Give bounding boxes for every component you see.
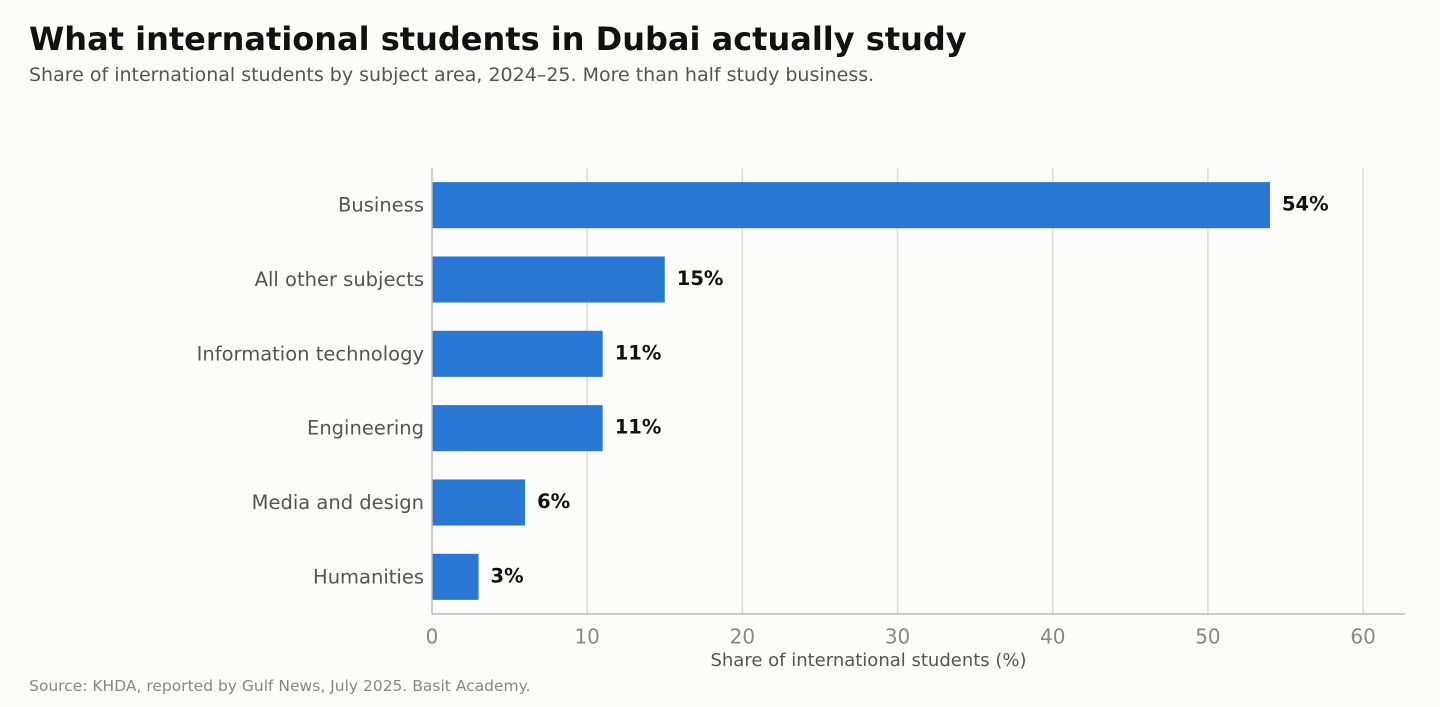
bar (432, 256, 665, 303)
x-tick-label: 10 (574, 625, 599, 649)
category-label: All other subjects (255, 268, 424, 291)
category-label: Media and design (252, 491, 424, 514)
x-tick-label: 50 (1195, 625, 1220, 649)
x-tick-label: 60 (1350, 625, 1375, 649)
labels: 0 10 20 30 40 50 60 Business 54% All other subjec… (197, 193, 1376, 671)
bar (432, 479, 526, 526)
bar (432, 182, 1270, 229)
value-label: 11% (615, 416, 662, 439)
axes (431, 168, 1405, 615)
gridlines (586, 168, 1364, 614)
x-tick-label: 0 (426, 625, 439, 649)
value-label: 6% (537, 490, 570, 513)
value-label: 11% (615, 341, 662, 364)
source-note: Source: KHDA, reported by Gulf News, Jul… (29, 677, 531, 695)
bar (432, 405, 603, 452)
category-label: Engineering (307, 417, 424, 440)
value-label: 15% (677, 267, 724, 290)
bar (432, 553, 479, 600)
x-tick-label: 20 (730, 625, 755, 649)
chart-title: What international students in Dubai act… (29, 20, 967, 58)
category-label: Information technology (197, 342, 424, 365)
category-label: Humanities (313, 565, 424, 588)
x-tick-label: 40 (1040, 625, 1065, 649)
chart-subtitle: Share of international students by subje… (29, 64, 875, 86)
value-label: 3% (491, 564, 524, 587)
bar (432, 330, 603, 377)
x-tick-label: 30 (885, 625, 910, 649)
bars (432, 182, 1270, 600)
value-label: 54% (1282, 193, 1329, 216)
category-label: Business (338, 194, 424, 217)
x-axis-title: Share of international students (%) (710, 650, 1026, 671)
